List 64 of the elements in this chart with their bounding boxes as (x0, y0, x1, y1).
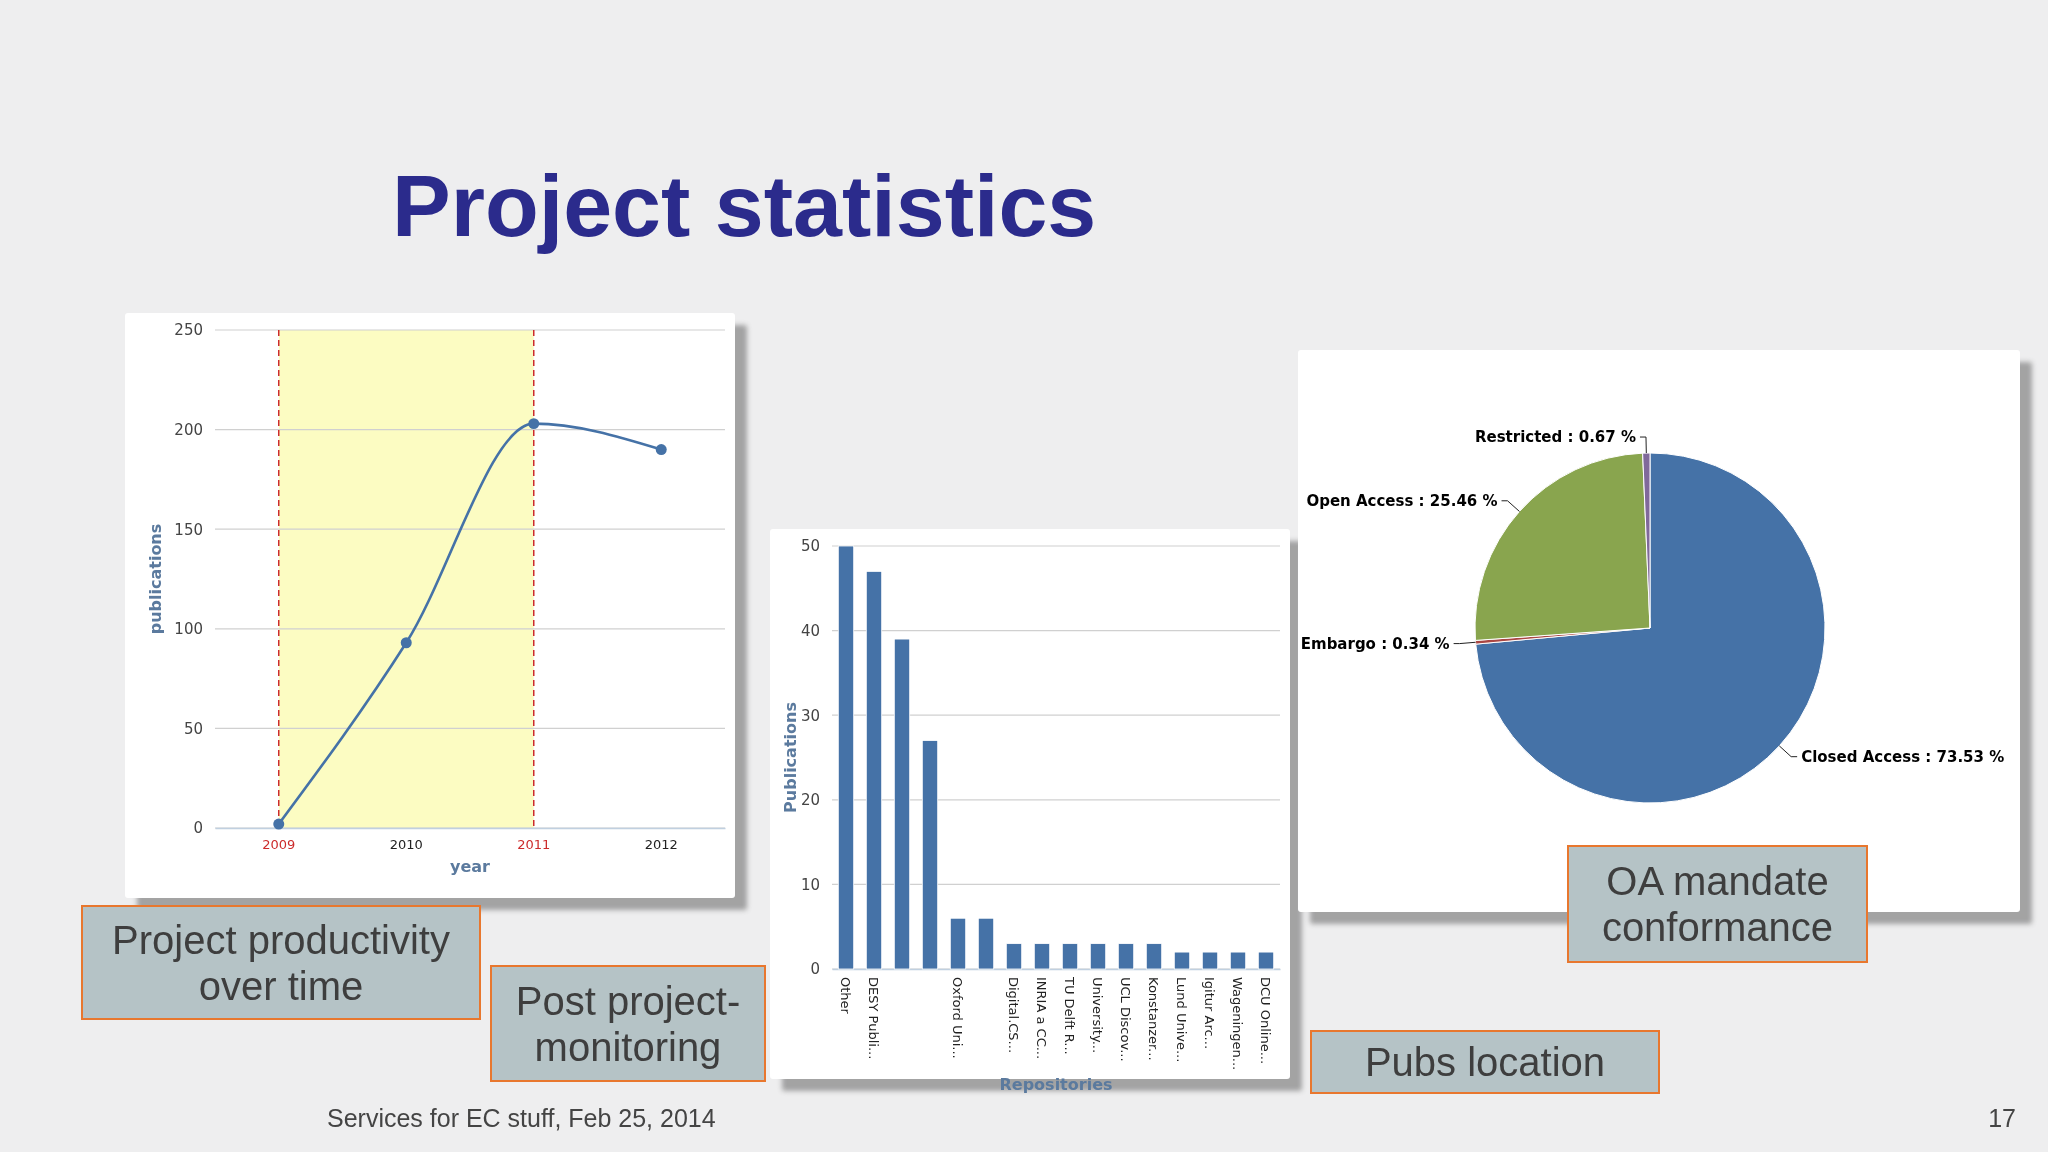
y-tick-label: 250 (174, 321, 203, 340)
y-tick-label: 30 (800, 706, 820, 725)
bar (1005, 943, 1023, 970)
x-tick-label: Konstanzer... (1146, 977, 1162, 1061)
slice-label: Open Access : 25.46 % (1306, 492, 1498, 511)
text: Pubs location (1364, 1039, 1606, 1085)
bar (893, 638, 911, 970)
y-tick-label: 0 (810, 960, 820, 979)
bar (837, 545, 855, 970)
bar (977, 917, 995, 970)
x-tick-label: Digital.CS... (1006, 977, 1022, 1054)
x-tick-label: 2012 (644, 837, 678, 853)
point (273, 818, 285, 830)
bar (949, 917, 967, 970)
y-tick-label: 40 (800, 621, 820, 640)
y-tick-label: 0 (193, 819, 203, 838)
y-axis-title: Publications (780, 702, 800, 813)
bar (1173, 951, 1191, 970)
x-tick-label: UCL Discov... (1118, 977, 1134, 1062)
bar (1145, 943, 1163, 970)
x-tick-label: Igitur Arc... (1202, 977, 1218, 1050)
x-tick-label: Lund Unive... (1174, 977, 1190, 1063)
x-axis-title: Repositories (999, 1075, 1113, 1095)
bar (1201, 951, 1219, 970)
y-tick-label: 10 (800, 875, 820, 894)
bar (1117, 943, 1135, 970)
x-tick-label: Wageningen... (1230, 977, 1246, 1071)
x-tick-label: 2010 (389, 837, 423, 853)
bar (921, 740, 939, 970)
x-tick-label: Oxford Uni... (950, 977, 966, 1059)
x-tick-label: INRIA a CC... (1034, 977, 1050, 1060)
y-tick-label: 100 (174, 620, 203, 639)
y-tick-label: 150 (174, 520, 203, 539)
x-tick-label: 2009 (262, 837, 296, 853)
x-tick-label: DCU Online... (1258, 977, 1274, 1065)
slice-label: Restricted : 0.67 % (1474, 428, 1636, 447)
x-tick-label: DESY Publi... (866, 977, 882, 1060)
slice-label: Closed Access : 73.53 % (1801, 747, 2005, 766)
point (400, 637, 412, 649)
slice-label: Embargo : 0.34 % (1300, 634, 1450, 653)
bar (1061, 943, 1079, 970)
bar (1229, 951, 1247, 970)
y-tick-label: 50 (183, 719, 203, 738)
x-tick-label: University... (1090, 977, 1106, 1054)
bar (1033, 943, 1051, 970)
text: 17 (1988, 1104, 2016, 1133)
bar (865, 570, 883, 970)
text: Project productivity over time (111, 916, 451, 1009)
text: Project statistics (392, 156, 1097, 255)
bar (1089, 943, 1107, 970)
point (655, 444, 667, 456)
text: OA mandate conformance (1600, 858, 1835, 950)
y-axis-title: publications (145, 523, 165, 635)
x-tick-label: TU Delft R... (1062, 976, 1078, 1055)
point (528, 418, 540, 430)
text: Services for EC stuff, Feb 25, 2014 (327, 1104, 716, 1133)
x-tick-label: Other (838, 977, 854, 1015)
bar (1257, 951, 1275, 970)
x-axis-title: year (450, 857, 491, 877)
y-tick-label: 20 (800, 791, 820, 810)
text: Post project-monitoring (514, 977, 742, 1070)
x-tick-label: 2011 (517, 837, 551, 853)
y-tick-label: 50 (800, 537, 820, 556)
y-tick-label: 200 (174, 420, 203, 439)
